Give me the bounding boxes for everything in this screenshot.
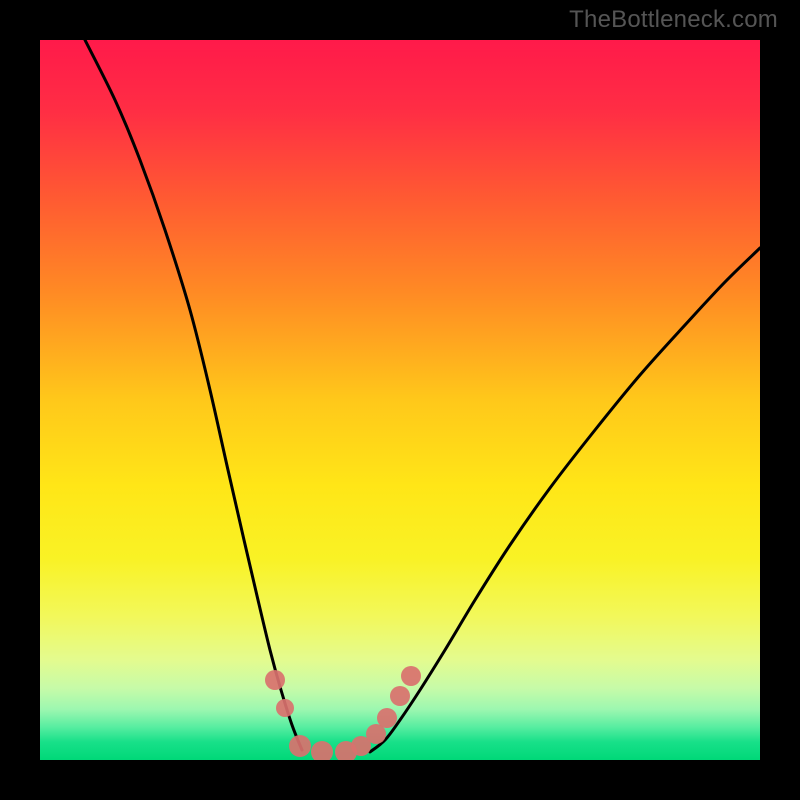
chart-container: TheBottleneck.com bbox=[0, 0, 800, 800]
plot-area bbox=[40, 40, 760, 760]
marker-point bbox=[265, 670, 285, 690]
marker-point bbox=[311, 741, 333, 760]
marker-point bbox=[289, 735, 311, 757]
marker-point bbox=[276, 699, 294, 717]
curve-right bbox=[370, 248, 760, 752]
marker-point bbox=[401, 666, 421, 686]
marker-point bbox=[377, 708, 397, 728]
marker-group bbox=[265, 666, 421, 760]
marker-point bbox=[390, 686, 410, 706]
curve-left bbox=[85, 40, 302, 750]
curve-layer bbox=[40, 40, 760, 760]
watermark-text: TheBottleneck.com bbox=[569, 6, 778, 34]
